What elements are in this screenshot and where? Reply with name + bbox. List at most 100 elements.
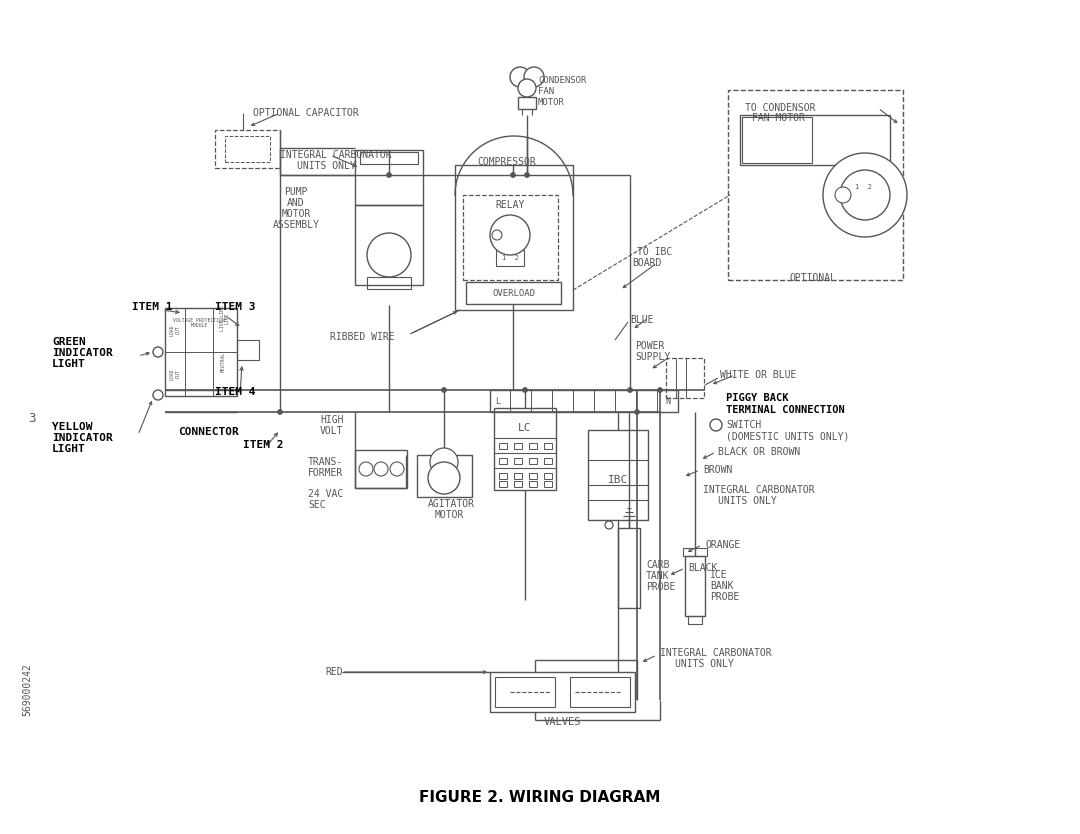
Circle shape — [387, 173, 391, 178]
Bar — [355, 450, 407, 488]
Circle shape — [605, 521, 613, 529]
Text: INDICATOR: INDICATOR — [52, 348, 112, 358]
Text: VOLT: VOLT — [320, 426, 343, 436]
Circle shape — [430, 448, 458, 476]
Circle shape — [278, 409, 283, 414]
Circle shape — [523, 388, 527, 393]
Bar — [225, 136, 270, 162]
Text: NEUTRAL: NEUTRAL — [220, 352, 226, 372]
Text: 1  2: 1 2 — [855, 184, 872, 190]
Circle shape — [635, 409, 639, 414]
Text: CONNECTOR: CONNECTOR — [178, 427, 239, 437]
Text: SUPPLY: SUPPLY — [635, 352, 671, 362]
Circle shape — [442, 388, 446, 393]
Text: PUMP: PUMP — [284, 187, 308, 197]
Bar — [518, 97, 536, 109]
Bar — [618, 528, 640, 608]
Bar — [688, 616, 702, 624]
Bar — [740, 115, 890, 165]
Text: FAN: FAN — [538, 87, 554, 96]
Text: 3: 3 — [28, 411, 36, 425]
Text: INTEGRAL CARBONATOR: INTEGRAL CARBONATOR — [660, 648, 771, 658]
Bar — [514, 443, 522, 449]
Text: PROBE: PROBE — [710, 592, 740, 602]
Bar — [417, 455, 472, 497]
Text: RELAY: RELAY — [496, 200, 525, 210]
Bar — [544, 458, 552, 464]
Bar — [367, 277, 411, 289]
Text: INTEGRAL CARBONATOR: INTEGRAL CARBONATOR — [280, 150, 392, 160]
Text: LINE: LINE — [225, 312, 229, 324]
Text: (DOMESTIC UNITS ONLY): (DOMESTIC UNITS ONLY) — [726, 431, 849, 441]
Circle shape — [518, 79, 536, 97]
Circle shape — [153, 347, 163, 357]
Bar — [499, 473, 507, 479]
Circle shape — [840, 170, 890, 220]
Text: ASSEMBLY: ASSEMBLY — [272, 220, 320, 230]
Bar — [588, 430, 648, 520]
Circle shape — [835, 187, 851, 203]
Text: LOAD
OUT: LOAD OUT — [170, 324, 180, 336]
Text: INTEGRAL CARBONATOR: INTEGRAL CARBONATOR — [703, 485, 814, 495]
Text: VOLTAGE PROTECTION
MODULE: VOLTAGE PROTECTION MODULE — [173, 318, 225, 329]
Bar — [355, 205, 423, 285]
Circle shape — [823, 153, 907, 237]
Circle shape — [710, 419, 723, 431]
Circle shape — [525, 173, 529, 178]
Text: FIGURE 2. WIRING DIAGRAM: FIGURE 2. WIRING DIAGRAM — [419, 791, 661, 806]
Text: IBC: IBC — [608, 475, 629, 485]
Text: LIGHT: LIGHT — [52, 444, 85, 454]
Circle shape — [153, 390, 163, 400]
Text: TO CONDENSOR: TO CONDENSOR — [745, 103, 815, 113]
Bar — [360, 152, 418, 164]
Text: MOTOR: MOTOR — [435, 510, 464, 520]
Text: 569000242: 569000242 — [22, 664, 32, 716]
Text: SEC: SEC — [308, 500, 326, 510]
Bar — [463, 195, 558, 280]
Text: OPTIONAL: OPTIONAL — [789, 273, 837, 283]
Bar — [165, 308, 237, 396]
Text: OVERLOAD: OVERLOAD — [492, 289, 536, 298]
Text: LIGHT: LIGHT — [52, 359, 85, 369]
Text: UNITS ONLY: UNITS ONLY — [675, 659, 733, 669]
Text: TO IBC: TO IBC — [637, 247, 672, 257]
Text: AGITATOR: AGITATOR — [428, 499, 475, 509]
Bar — [499, 481, 507, 487]
Bar — [728, 90, 903, 280]
Bar — [514, 458, 522, 464]
Bar — [499, 458, 507, 464]
Text: POWER: POWER — [635, 341, 664, 351]
Text: BLACK OR BROWN: BLACK OR BROWN — [718, 447, 800, 457]
Text: WHITE OR BLUE: WHITE OR BLUE — [720, 370, 796, 380]
Bar — [465, 282, 561, 304]
Text: LC: LC — [518, 423, 531, 433]
Text: TERMINAL CONNECTION: TERMINAL CONNECTION — [726, 405, 845, 415]
Text: N: N — [665, 396, 671, 405]
Text: PROBE: PROBE — [646, 582, 675, 592]
Bar — [683, 548, 707, 556]
Circle shape — [492, 230, 502, 240]
Bar — [570, 677, 630, 707]
Circle shape — [390, 462, 404, 476]
Bar — [666, 358, 704, 398]
Text: ITEM 4: ITEM 4 — [215, 387, 256, 397]
Bar — [499, 443, 507, 449]
Text: FORMER: FORMER — [308, 468, 343, 478]
Text: 1  2: 1 2 — [501, 255, 518, 261]
Text: ITEM 2: ITEM 2 — [243, 440, 283, 450]
Text: ITEM 1: ITEM 1 — [132, 302, 173, 312]
Text: VALVES: VALVES — [543, 717, 581, 727]
Bar — [544, 481, 552, 487]
Text: RED: RED — [325, 667, 342, 677]
Text: MOTOR: MOTOR — [538, 98, 565, 107]
Circle shape — [367, 233, 411, 277]
Text: BOARD: BOARD — [632, 258, 661, 268]
Bar — [544, 473, 552, 479]
Text: LOAD
OUT: LOAD OUT — [170, 369, 180, 379]
Text: GREEN: GREEN — [52, 337, 85, 347]
Text: BANK: BANK — [710, 581, 733, 591]
Text: ORANGE: ORANGE — [705, 540, 740, 550]
Bar — [455, 165, 573, 310]
Text: YELLOW: YELLOW — [52, 422, 93, 432]
Text: CARB: CARB — [646, 560, 670, 570]
